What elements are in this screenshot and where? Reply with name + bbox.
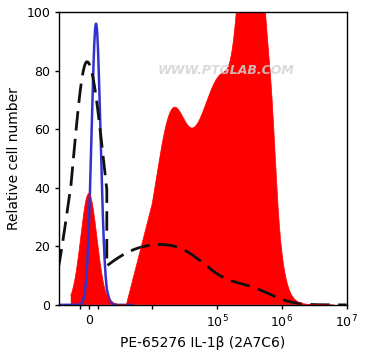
X-axis label: PE-65276 IL-1β (2A7C6): PE-65276 IL-1β (2A7C6) [120,336,286,350]
Text: WWW.PTGLAB.COM: WWW.PTGLAB.COM [158,64,295,77]
Y-axis label: Relative cell number: Relative cell number [7,87,21,230]
